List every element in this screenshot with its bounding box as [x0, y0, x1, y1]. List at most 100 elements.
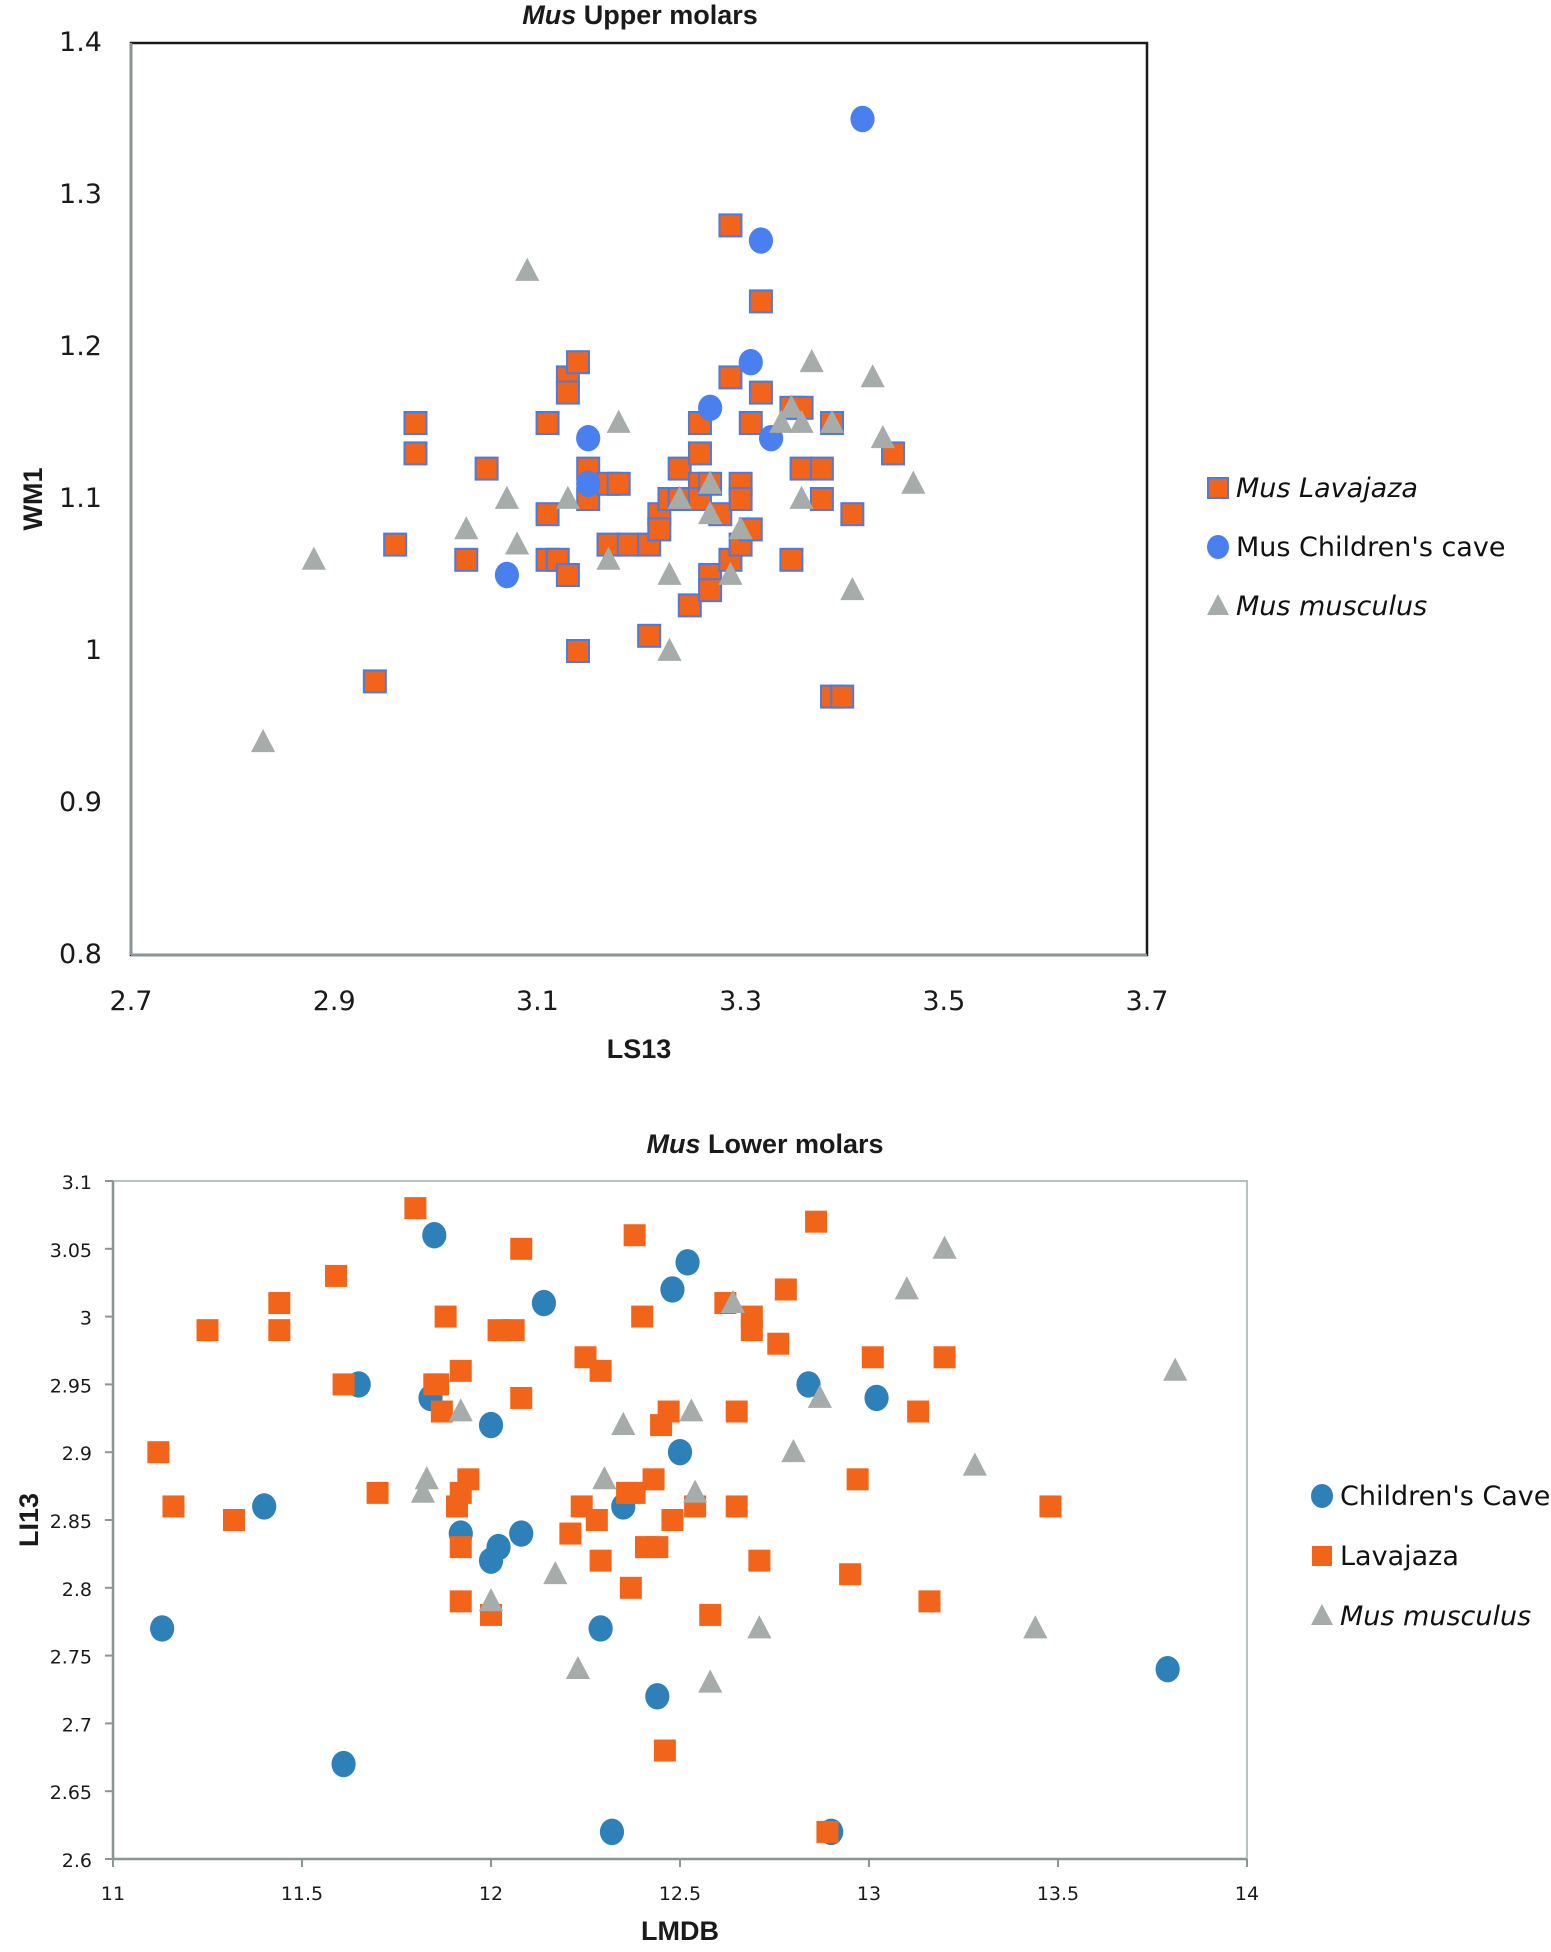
- data-point-triangle: [720, 1289, 746, 1313]
- x-tick-labels: 2.7 2.9 3.1 3.3 3.5 3.7: [110, 986, 1169, 1017]
- legend-marker-square-icon: [1207, 477, 1229, 499]
- y-tick-label: 2.65: [50, 1782, 92, 1804]
- data-point-triangle: [250, 729, 276, 753]
- data-point-circle: [252, 1493, 277, 1520]
- data-point-square: [667, 456, 692, 481]
- x-tick-label: 12: [479, 1883, 503, 1905]
- chart-title-italic: Mus: [522, 0, 576, 30]
- x-tick-label: 13: [857, 1883, 881, 1905]
- data-point-square: [699, 1603, 722, 1626]
- data-point-triangle: [478, 1588, 504, 1612]
- data-point-triangle: [454, 516, 479, 540]
- data-point-square: [677, 593, 702, 618]
- data-point-triangle: [698, 501, 723, 525]
- series-mus-children-s-cave: [494, 105, 875, 589]
- data-point-triangle: [657, 561, 682, 585]
- data-point-triangle: [555, 485, 580, 509]
- data-point-square: [147, 1441, 170, 1464]
- legend-item: Children's Cave: [1311, 1481, 1550, 1512]
- data-point-triangle: [860, 364, 885, 388]
- y-tick-label: 2.8: [62, 1579, 92, 1601]
- data-point-square: [362, 669, 387, 694]
- data-point-triangle: [679, 1398, 704, 1422]
- legend-item: Mus Children's cave: [1207, 532, 1505, 563]
- data-point-square: [606, 471, 631, 496]
- data-point-triangle: [504, 531, 530, 555]
- legend-label: Mus musculus: [1236, 591, 1427, 622]
- data-point-square: [510, 1237, 533, 1260]
- data-point-square: [566, 639, 591, 663]
- data-point-square: [404, 1197, 427, 1220]
- data-point-square: [555, 380, 580, 405]
- data-point-square: [449, 1590, 472, 1613]
- data-point-square: [502, 1319, 525, 1342]
- data-point-circle: [478, 1411, 504, 1439]
- data-point-square: [162, 1495, 185, 1518]
- data-point-square: [427, 1373, 450, 1396]
- x-tick-label: 2.7: [110, 986, 153, 1017]
- y-tick-label: 3: [80, 1308, 92, 1330]
- data-point-square: [196, 1319, 219, 1342]
- data-point-triangle: [901, 470, 926, 494]
- x-axis-label: LMDB: [641, 1916, 719, 1946]
- x-tick-label: 3.5: [922, 986, 965, 1017]
- legend-marker-circle-icon: [1207, 535, 1229, 559]
- data-point-circle: [494, 561, 520, 589]
- data-point-square: [728, 487, 753, 511]
- data-point-triangle: [611, 1411, 636, 1435]
- legend-label: Mus Lavajaza: [1236, 473, 1418, 504]
- data-point-square: [449, 1359, 472, 1382]
- data-point-triangle: [728, 516, 753, 540]
- data-point-square: [718, 365, 743, 390]
- y-tick-label: 1.4: [59, 27, 102, 58]
- data-point-square: [840, 502, 865, 527]
- data-point-triangle: [779, 394, 804, 418]
- data-point-circle: [486, 1533, 511, 1561]
- data-point-circle: [576, 425, 601, 452]
- y-tick-label: 3.1: [62, 1172, 92, 1194]
- data-point-triangle: [657, 637, 682, 661]
- data-point-square: [725, 1400, 748, 1423]
- data-points: [250, 105, 926, 753]
- y-tick-label: 2.6: [62, 1850, 92, 1872]
- data-point-square: [457, 1468, 480, 1491]
- data-point-square: [1039, 1495, 1062, 1518]
- data-point-square: [661, 1509, 684, 1531]
- data-point-square: [589, 1359, 612, 1382]
- data-point-triangle: [596, 546, 621, 570]
- data-point-circle: [645, 1683, 670, 1710]
- data-point-triangle: [819, 409, 845, 433]
- x-tick-label: 13.5: [1037, 1883, 1079, 1905]
- legend-item: Lavajaza: [1312, 1541, 1459, 1572]
- y-tick-label: 1.2: [59, 331, 102, 362]
- data-point-square: [647, 517, 672, 542]
- legend-label: Children's Cave: [1340, 1481, 1550, 1512]
- x-tick-label: 12.5: [659, 1883, 701, 1905]
- data-point-triangle: [414, 1466, 439, 1490]
- legend-item: Mus Lavajaza: [1207, 473, 1418, 504]
- data-point-square: [449, 1536, 472, 1559]
- data-point-triangle: [769, 409, 794, 433]
- data-point-square: [907, 1400, 930, 1423]
- data-point-square: [779, 547, 804, 572]
- data-point-square: [366, 1481, 389, 1504]
- legend-marker-triangle-icon: [1207, 594, 1229, 615]
- data-point-square: [774, 1278, 797, 1301]
- data-point-square: [222, 1509, 245, 1531]
- data-point-square: [566, 350, 591, 375]
- y-tick-label: 3.05: [50, 1240, 92, 1262]
- y-tick-label: 1.3: [59, 179, 102, 210]
- data-point-square: [585, 1509, 608, 1531]
- chart-title-rest: Upper molars: [576, 0, 758, 30]
- data-point-triangle: [592, 1466, 617, 1490]
- legend-item: Mus musculus: [1311, 1601, 1531, 1632]
- y-tick-label: 1: [85, 635, 102, 666]
- chart-title: Mus Lower molars: [646, 1129, 883, 1159]
- data-point-square: [698, 578, 723, 603]
- data-point-circle: [509, 1520, 534, 1547]
- data-point-square: [839, 1563, 862, 1586]
- data-point-triangle: [932, 1235, 957, 1259]
- data-point-square: [631, 1305, 654, 1328]
- data-point-square: [589, 1549, 612, 1572]
